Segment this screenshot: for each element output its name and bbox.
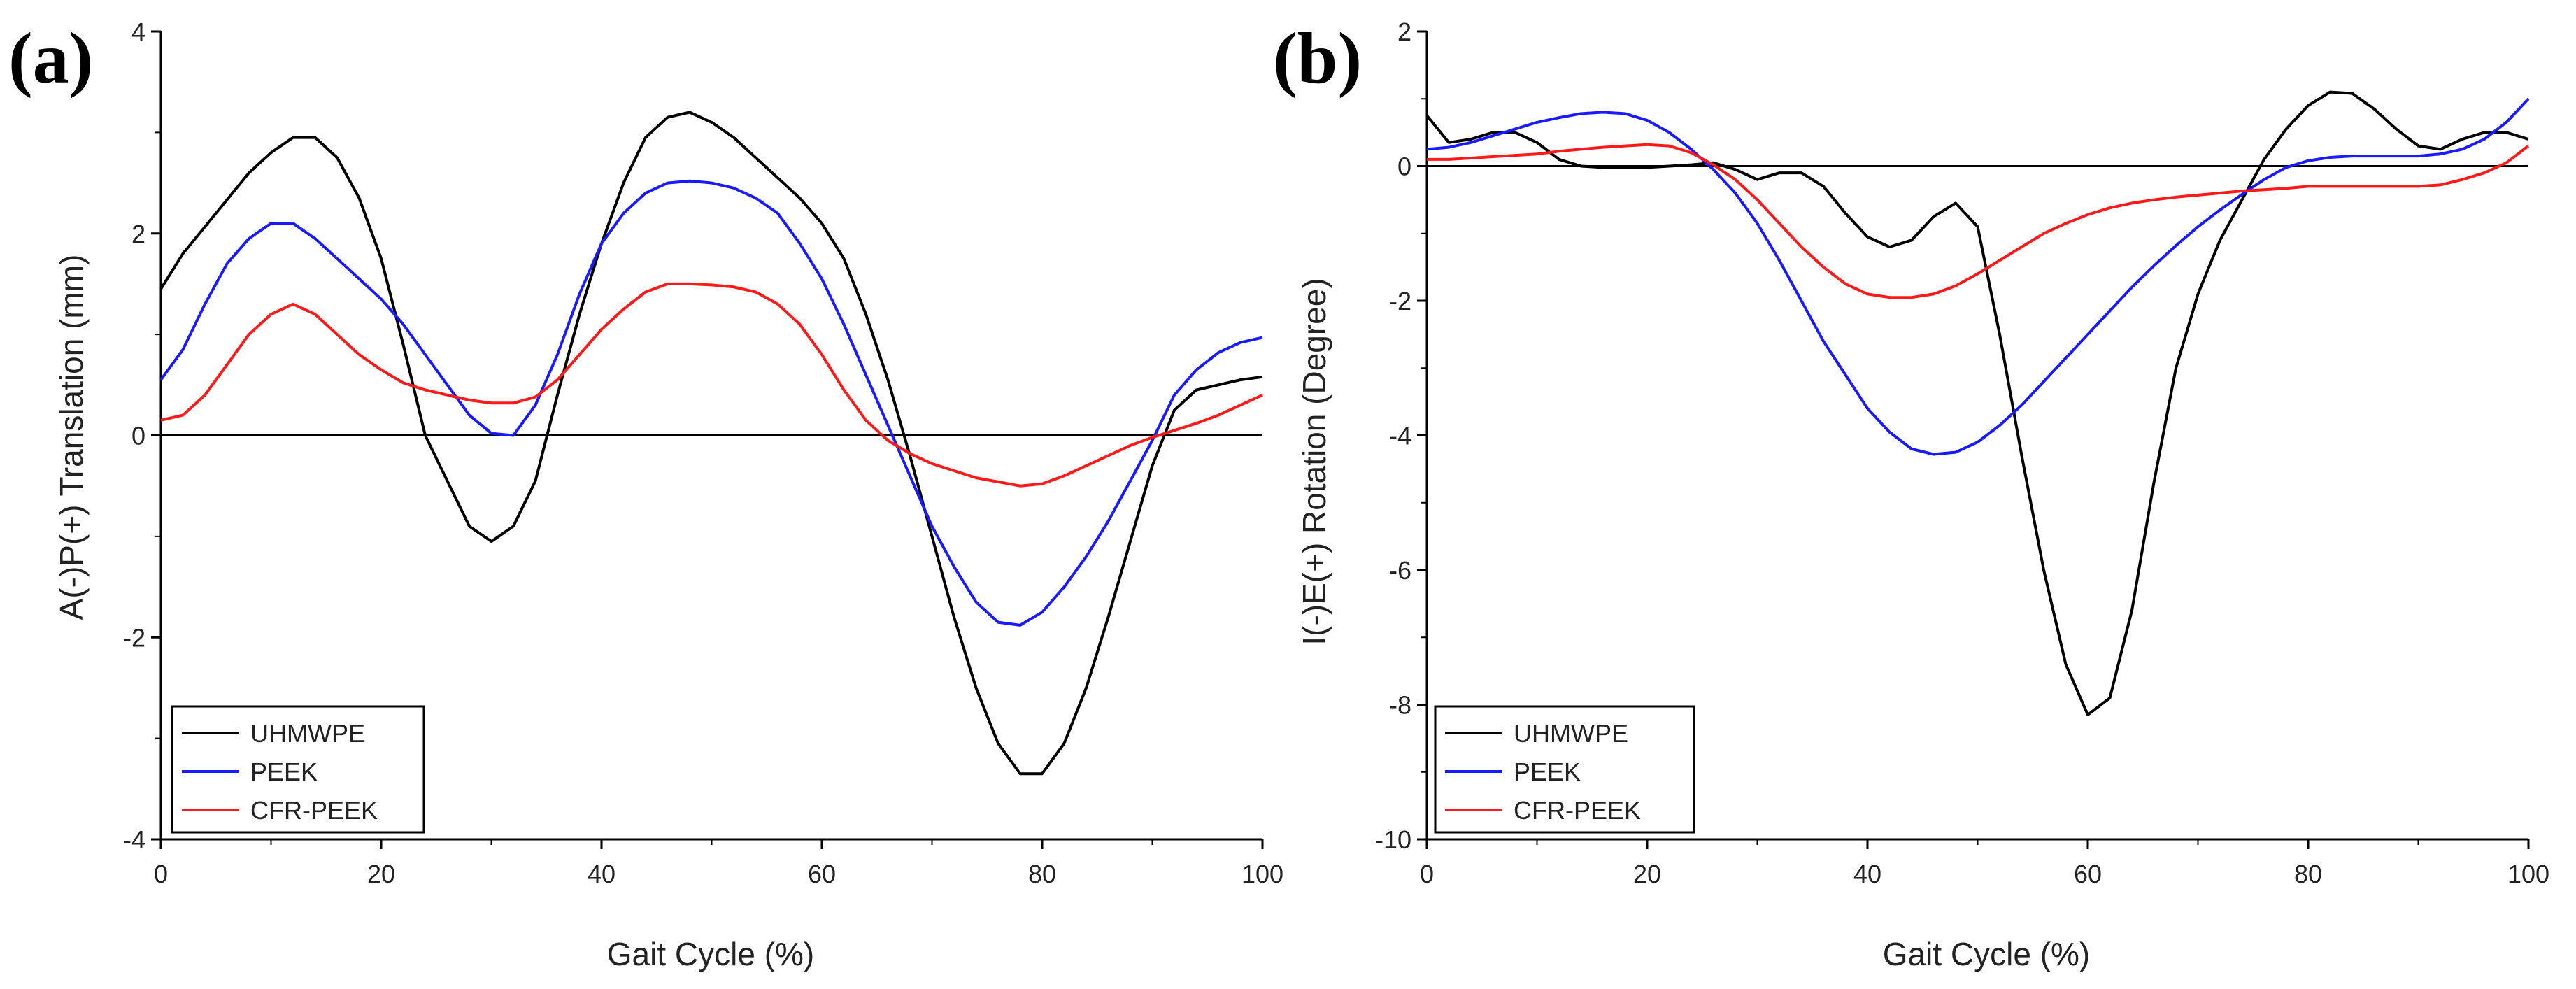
x-tick-label: 60: [2074, 860, 2102, 888]
legend-b: UHMWPE PEEK CFR-PEEK: [1434, 705, 1695, 834]
y-tick-label: 4: [131, 17, 145, 46]
series-line-cfr-peek-a: [160, 282, 1263, 488]
y-tick-label: 0: [1397, 152, 1411, 181]
legend-label-cfr-peek: CFR-PEEK: [250, 796, 378, 825]
x-axis-label-b: Gait Cycle (%): [1883, 936, 2090, 972]
x-tick-label: 0: [154, 860, 168, 888]
y-tick-label: 2: [131, 220, 145, 248]
legend-label-peek: PEEK: [1514, 757, 1581, 786]
series-line-uhmwpe-a: [159, 111, 1263, 776]
y-tick-label: 2: [1397, 17, 1411, 46]
plot-area-a: [159, 31, 1263, 841]
x-tick-label: 40: [588, 860, 615, 888]
y-tick-label: 0: [131, 422, 145, 450]
chart-a: (a) Gait Cycle (%) A(-)P(+) Translation …: [8, 17, 1283, 972]
x-tick-label: 80: [2294, 860, 2322, 888]
x-tick-label: 60: [808, 860, 836, 888]
y-tick-label: -4: [1389, 422, 1411, 450]
x-tick-label: 100: [2507, 860, 2549, 888]
y-axis-label-b: I(-)E(+) Rotation (Degree): [1296, 278, 1332, 645]
y-tick-label: -8: [1389, 691, 1411, 720]
chart-b: (b) Gait Cycle (%) I(-)E(+) Rotation (De…: [1273, 17, 2549, 972]
x-tick-label: 100: [1241, 860, 1283, 888]
legend-label-uhmwpe: UHMWPE: [1514, 719, 1628, 748]
y-tick-label: -2: [123, 623, 145, 652]
legend-label-uhmwpe: UHMWPE: [250, 719, 365, 748]
legend-a: UHMWPE PEEK CFR-PEEK: [171, 705, 425, 834]
y-tick-label: -10: [1375, 825, 1411, 854]
x-tick-label: 20: [367, 860, 395, 888]
tick-group-b: 0 20 40 60 80 100 -10 -8 -6 -4 -2 0 2: [1375, 17, 2549, 888]
legend-label-peek: PEEK: [250, 757, 318, 786]
x-tick-label: 80: [1028, 860, 1056, 888]
series-line-cfr-peek-b: [1427, 143, 2530, 299]
x-tick-label: 0: [1420, 860, 1434, 888]
series-line-peek-a: [159, 179, 1263, 627]
series-line-uhmwpe-b: [1425, 90, 2529, 716]
x-axis-label-a: Gait Cycle (%): [607, 936, 814, 972]
legend-label-cfr-peek: CFR-PEEK: [1514, 796, 1641, 825]
x-tick-label: 40: [1853, 860, 1881, 888]
panel-label-b: (b): [1273, 18, 1362, 99]
series-line-peek-b: [1426, 97, 2530, 456]
x-tick-label: 20: [1633, 860, 1661, 888]
y-tick-label: -6: [1389, 556, 1411, 585]
y-tick-label: -4: [123, 825, 145, 854]
plot-area-b: [1425, 31, 2530, 841]
y-axis-label-a: A(-)P(+) Translation (mm): [53, 255, 90, 620]
y-tick-label: -2: [1389, 287, 1411, 315]
panel-label-a: (a): [8, 18, 93, 99]
